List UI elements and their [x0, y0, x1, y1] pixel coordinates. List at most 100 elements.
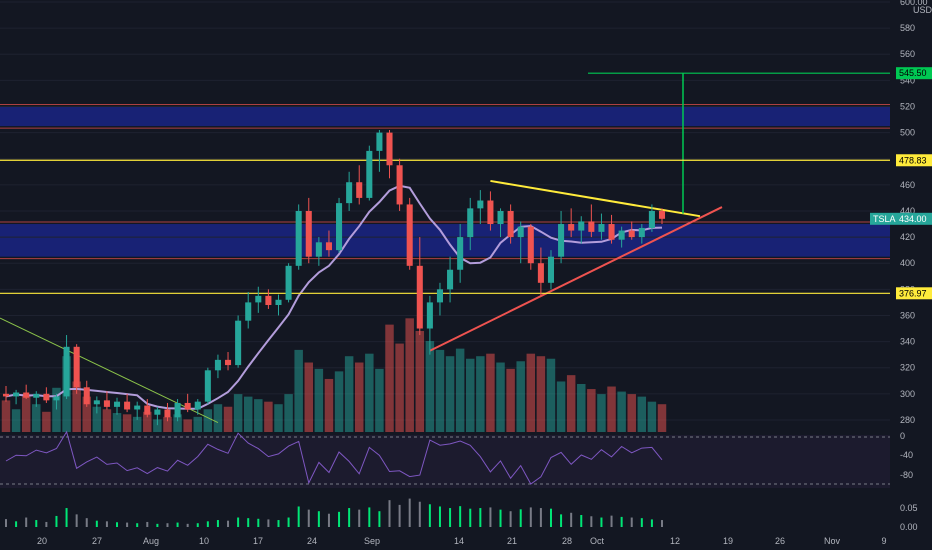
- price-label-0-text: 545.50: [899, 68, 927, 78]
- candle-body: [658, 210, 666, 219]
- histogram-bar: [570, 512, 573, 527]
- volume-bar: [566, 375, 576, 432]
- candle-body: [43, 393, 50, 401]
- candle-body: [194, 401, 201, 410]
- histogram-bar: [267, 519, 270, 527]
- volume-bar: [213, 404, 223, 432]
- candle-body: [386, 132, 393, 166]
- histogram-bar: [398, 504, 401, 527]
- x-tick-label: 10: [199, 536, 209, 546]
- y-tick-label: 600.00: [900, 0, 928, 7]
- last-price-text: 434.00: [899, 214, 927, 224]
- candle-body: [628, 230, 635, 238]
- histogram-bar: [529, 507, 532, 527]
- candle-body: [527, 226, 534, 264]
- volume-bar: [82, 396, 91, 432]
- oscillator-line: [5, 430, 663, 485]
- volume-bar: [203, 409, 213, 432]
- volume-bar: [354, 362, 364, 432]
- histogram-bar: [378, 511, 381, 527]
- candle-body: [124, 401, 131, 410]
- volume-bar: [556, 381, 566, 432]
- histogram-bar: [539, 508, 542, 527]
- histogram-bar: [156, 523, 159, 527]
- volume-bar: [264, 401, 273, 432]
- volume-bar: [42, 411, 51, 432]
- volume-bar: [405, 318, 414, 432]
- zone-1: [0, 224, 890, 257]
- candle-body: [396, 165, 403, 205]
- volume-bar: [122, 414, 132, 432]
- candle-body: [598, 224, 605, 232]
- histogram-bar: [126, 522, 129, 527]
- volume-bar: [455, 348, 465, 432]
- x-tick-label: 19: [723, 536, 733, 546]
- volume-bar: [546, 358, 556, 432]
- histogram-bar: [509, 511, 512, 527]
- candle-body: [426, 302, 433, 329]
- volume-bar: [476, 356, 485, 432]
- candle-body: [638, 227, 645, 238]
- histogram-bar: [580, 515, 583, 527]
- candle-body: [336, 203, 343, 251]
- candles: [2, 129, 666, 426]
- osc-tick-label: -40: [900, 450, 913, 460]
- volume-bar: [385, 324, 394, 432]
- histogram-bar: [257, 518, 260, 527]
- volume-bar: [395, 343, 404, 432]
- hist-tick-label: 0.00: [900, 522, 918, 532]
- candle-body: [578, 221, 585, 231]
- osc-tick-label: 0: [900, 431, 905, 441]
- candle-body: [457, 237, 464, 270]
- histogram-bar: [55, 515, 58, 527]
- price-label-1-text: 478.83: [899, 155, 927, 165]
- candle-body: [235, 320, 242, 366]
- candle-body: [154, 409, 161, 415]
- volume-bar: [1, 400, 11, 432]
- histogram-bar: [196, 523, 199, 527]
- histogram-bar: [105, 521, 108, 527]
- histogram-pane: 0.00 0.05: [5, 498, 918, 532]
- candle-body: [356, 182, 363, 198]
- histogram-bar: [640, 518, 643, 527]
- candle-body: [73, 346, 80, 388]
- candle-body: [517, 226, 524, 238]
- candle-body: [285, 265, 292, 300]
- y-tick-label: 280: [900, 415, 915, 425]
- candle-body: [174, 402, 181, 418]
- histogram-bar: [216, 520, 219, 527]
- candle-body: [63, 346, 70, 397]
- hist-tick-label: 0.05: [900, 503, 918, 513]
- lower-trendline: [429, 206, 723, 352]
- x-tick-label: Aug: [143, 536, 159, 546]
- candle-body: [23, 392, 30, 398]
- candle-body: [467, 208, 474, 238]
- candle-body: [83, 387, 90, 405]
- oscillator-pane: 0 -40 -80: [0, 430, 913, 488]
- histogram-bar: [206, 521, 209, 527]
- y-tick-label: 460: [900, 180, 915, 190]
- price-label-1-bg: [896, 154, 932, 167]
- y-tick-label: 560: [900, 49, 915, 59]
- time-axis[interactable]: 20 27 Aug 10 17 24 Sep 14 21 28 Oct 12 19 26 Nov 9: [37, 536, 887, 546]
- zone-0: [0, 106, 890, 127]
- histogram-bar: [136, 523, 139, 527]
- histogram-bar: [620, 516, 623, 527]
- candle-body: [477, 200, 484, 209]
- candle-body: [13, 392, 20, 397]
- volume-bar: [233, 394, 243, 432]
- histogram-bar: [499, 509, 502, 527]
- volume-bar: [365, 353, 374, 432]
- y-tick-label: 540: [900, 75, 915, 85]
- volume-bar: [173, 414, 182, 432]
- candle-body: [366, 150, 373, 198]
- histogram-bar: [428, 504, 431, 527]
- volume-bar: [375, 368, 384, 432]
- moving-average: [5, 184, 663, 410]
- histogram-bar: [449, 508, 452, 527]
- volume-bar: [334, 371, 344, 432]
- histogram-bar: [287, 517, 290, 527]
- volume-bar: [32, 404, 41, 432]
- osc-tick-label: -80: [900, 470, 913, 480]
